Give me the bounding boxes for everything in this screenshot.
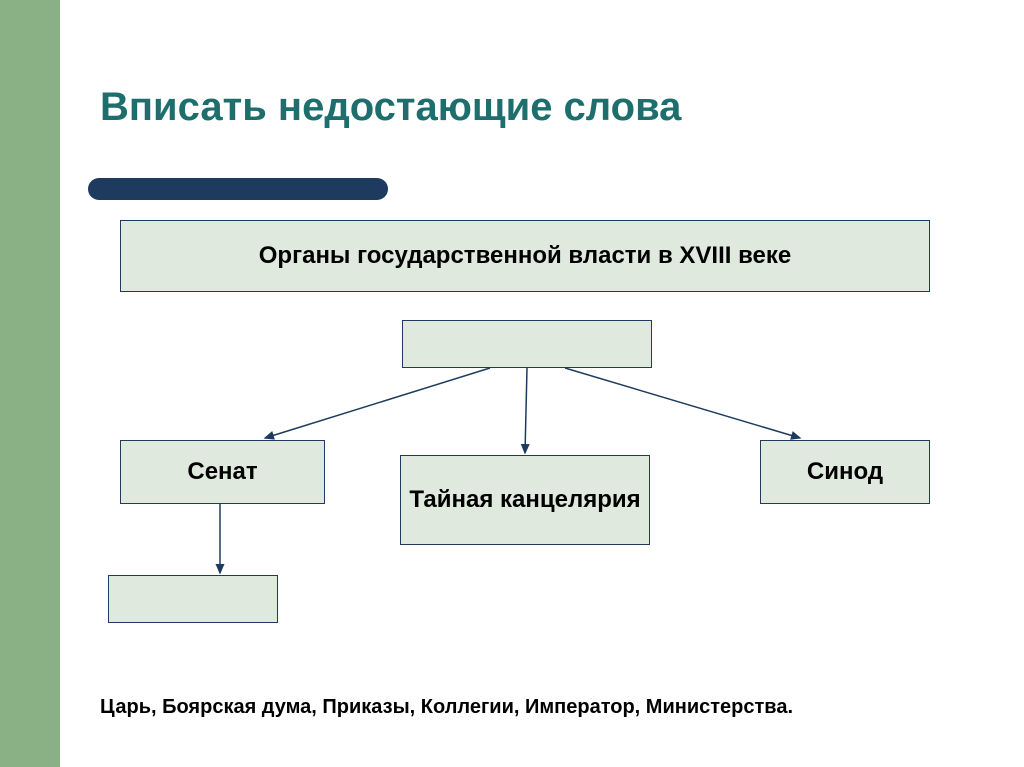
senate-box: Сенат (120, 440, 325, 504)
header-box: Органы государственной власти в XVIII ве… (120, 220, 930, 292)
flow-arrow (265, 368, 490, 438)
header-box-label: Органы государственной власти в XVIII ве… (259, 242, 791, 270)
slide-title: Вписать недостающие слова (100, 85, 681, 130)
senate-box-label: Сенат (187, 458, 257, 486)
flow-arrow (565, 368, 800, 438)
secret-chancellery-box-label: Тайная канцелярия (409, 486, 640, 514)
flow-arrow (525, 368, 527, 453)
empty-bottom-box[interactable] (108, 575, 278, 623)
secret-chancellery-box: Тайная канцелярия (400, 455, 650, 545)
title-underline (88, 178, 388, 200)
synod-box: Синод (760, 440, 930, 504)
word-bank: Царь, Боярская дума, Приказы, Коллегии, … (100, 696, 793, 719)
empty-top-box[interactable] (402, 320, 652, 368)
synod-box-label: Синод (807, 458, 883, 486)
slide-sidebar (0, 0, 60, 767)
slide-content: Вписать недостающие слова Органы государ… (60, 0, 1024, 767)
